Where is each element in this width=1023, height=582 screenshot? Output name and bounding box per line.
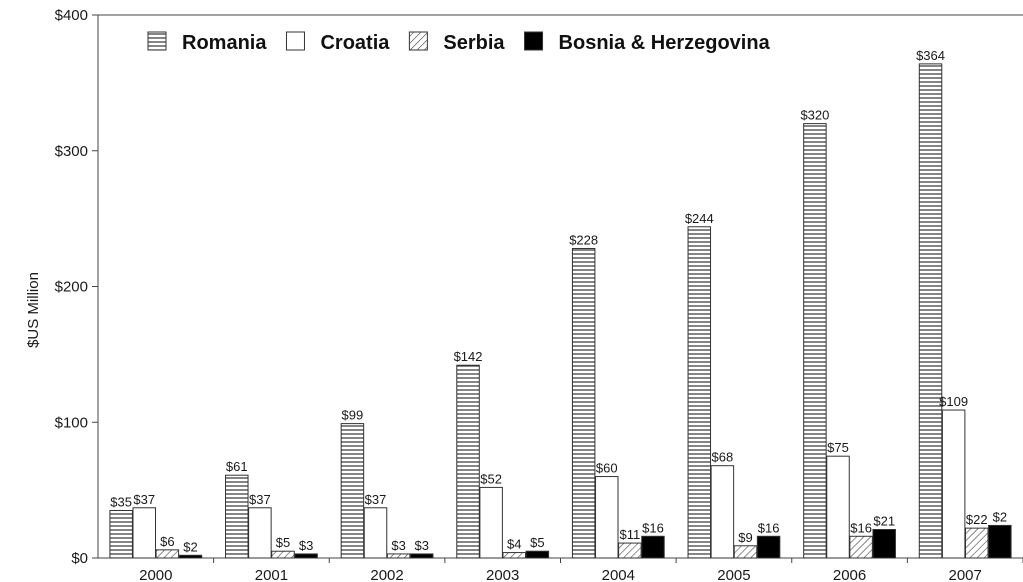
bar-croatia <box>479 486 503 559</box>
bar-bosnia-herzegovina <box>641 535 665 559</box>
x-tick-label: 2007 <box>949 567 982 582</box>
bar-romania <box>456 364 480 559</box>
bar-bosnia-herzegovina <box>872 528 896 559</box>
bar-bosnia-herzegovina <box>178 554 203 559</box>
bar-croatia <box>826 455 850 559</box>
x-tick-label: 2004 <box>602 567 635 582</box>
data-label: $5 <box>530 535 544 550</box>
bar-romania <box>571 247 596 559</box>
data-label: $52 <box>480 471 502 486</box>
legend-label: Serbia <box>443 32 505 54</box>
bar-serbia <box>733 545 758 559</box>
data-label: $35 <box>110 494 132 509</box>
bar-romania <box>340 423 365 559</box>
data-label: $9 <box>738 530 752 545</box>
legend-swatch <box>285 31 305 51</box>
legend: Romania Croatia Serbia Bosnia & Herzegovina <box>147 31 771 54</box>
data-label: $5 <box>276 535 290 550</box>
legend-label: Croatia <box>320 32 390 54</box>
bar-serbia <box>502 552 526 559</box>
data-label: $75 <box>827 440 849 455</box>
data-label: $4 <box>507 537 521 552</box>
bar-croatia <box>363 507 388 559</box>
data-label: $6 <box>160 534 174 549</box>
data-label: $109 <box>939 394 968 409</box>
data-label: $60 <box>596 461 618 476</box>
data-label: $3 <box>391 538 405 553</box>
bar-romania <box>803 123 827 559</box>
data-label: $2 <box>183 539 197 554</box>
data-label: $228 <box>569 232 598 247</box>
axes: $0 $100 $200 $300 $400 2000 2001 2002 2003 2004 20… <box>55 7 1023 582</box>
legend-swatch <box>408 31 428 51</box>
x-tick-label: 2001 <box>255 567 288 582</box>
x-tick-label: 2005 <box>717 567 750 582</box>
y-axis-label: $US Million <box>25 272 42 348</box>
x-tick-label: 2000 <box>139 567 172 582</box>
data-label: $11 <box>619 527 640 542</box>
y-tick-label: $300 <box>55 143 88 160</box>
data-label: $320 <box>800 108 829 123</box>
data-label: $3 <box>299 538 313 553</box>
x-tick-label: 2002 <box>370 567 403 582</box>
bar-bosnia-herzegovina <box>294 553 318 559</box>
y-tick-label: $200 <box>55 279 88 296</box>
bar-serbia <box>849 535 873 559</box>
bar-croatia <box>132 507 157 559</box>
bar-croatia <box>710 465 735 559</box>
data-label: $142 <box>454 349 483 364</box>
legend-label: Romania <box>182 32 267 54</box>
legend-swatch <box>147 31 167 51</box>
bar-serbia <box>386 553 411 559</box>
x-tick-label: 2003 <box>486 567 519 582</box>
bar-serbia <box>964 527 989 559</box>
data-label: $16 <box>758 520 780 535</box>
y-tick-label: $400 <box>55 7 88 24</box>
bar-romania <box>687 226 712 559</box>
data-label: $37 <box>249 492 271 507</box>
y-tick-label: $0 <box>71 550 88 567</box>
bar-croatia <box>248 507 272 559</box>
data-label: $68 <box>712 450 734 465</box>
bar-serbia <box>271 550 295 559</box>
y-tick-label: $100 <box>55 414 88 431</box>
bar-romania <box>918 63 943 559</box>
data-label: $21 <box>873 513 895 528</box>
legend-swatch <box>524 31 544 51</box>
data-label: $244 <box>685 211 714 226</box>
bar-serbia <box>155 549 180 559</box>
bar-croatia <box>941 409 966 559</box>
bar-bosnia-herzegovina <box>525 550 550 559</box>
bar-serbia <box>618 542 642 559</box>
data-label: $364 <box>916 48 945 63</box>
data-label: $3 <box>414 538 428 553</box>
bars-group <box>109 63 1012 559</box>
data-label: $2 <box>993 509 1007 524</box>
bar-romania <box>109 509 133 559</box>
data-labels-group: $35 $37$6 $2$61$37$5 $3$99$37$3 $3$142$52$4 $… <box>110 48 1007 554</box>
data-label: $99 <box>342 408 364 423</box>
bar-romania <box>225 474 249 559</box>
bar-bosnia-herzegovina <box>988 524 1012 559</box>
data-label: $61 <box>226 459 248 474</box>
data-label: $22 <box>966 512 988 527</box>
x-tick-label: 2006 <box>833 567 866 582</box>
legend-label: Bosnia & Herzegovina <box>559 32 771 54</box>
bar-croatia <box>595 476 619 559</box>
data-label: $16 <box>642 520 664 535</box>
bar-bosnia-herzegovina <box>756 535 781 559</box>
data-label: $37 <box>365 492 387 507</box>
data-label: $16 <box>850 520 872 535</box>
bar-bosnia-herzegovina <box>409 553 434 559</box>
data-label: $37 <box>133 492 155 507</box>
